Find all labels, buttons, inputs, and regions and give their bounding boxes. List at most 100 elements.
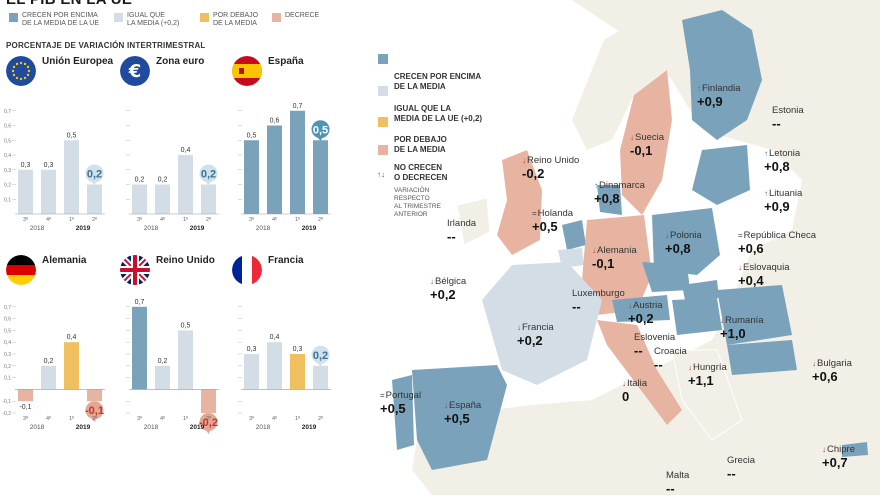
map-republica-checa bbox=[642, 262, 690, 292]
country-name-text: Malta bbox=[666, 470, 690, 481]
country-label-francia: ↓Francia +0,2 bbox=[517, 322, 554, 348]
map-alemania bbox=[582, 215, 652, 315]
value-badge bbox=[311, 120, 330, 139]
country-label-hungría: ↓Hungría +1,1 bbox=[688, 362, 727, 388]
x-tick-label: 3º bbox=[249, 415, 254, 422]
country-name-text: Letonia bbox=[769, 148, 801, 159]
bar-chart-ue: 0,10,20,30,40,50,60,70,3 0,30,50,23º 4º 1º 2… bbox=[4, 109, 105, 232]
country-value: +0,8 bbox=[594, 191, 620, 206]
svg-text:€: € bbox=[128, 61, 142, 82]
map-noruega bbox=[572, 10, 682, 150]
country-name: Malta bbox=[666, 470, 689, 481]
country-name: ↓Alemania bbox=[592, 245, 637, 256]
map-reino-unido bbox=[497, 150, 542, 255]
y-tick-label: 0,1 bbox=[4, 197, 11, 203]
bar-chart-euro: 0,2 0,2 0,4 0,2 3º 4º 1º 2º 2018 2019 bbox=[126, 110, 219, 232]
legend-swatch bbox=[378, 145, 388, 155]
country-value: -- bbox=[727, 466, 736, 481]
map-francia bbox=[482, 262, 602, 385]
country-value: +0,5 bbox=[532, 219, 558, 234]
country-name-text: Bulgaria bbox=[817, 358, 852, 369]
country-name-text: Irlanda bbox=[447, 218, 477, 229]
country-value: -- bbox=[634, 343, 643, 358]
country-name-text: Lituania bbox=[769, 188, 803, 199]
year-label: 2019 bbox=[76, 225, 91, 232]
country-name-text: España bbox=[449, 400, 482, 411]
y-tick-label: 0,3 bbox=[4, 168, 11, 174]
map-balkans bbox=[671, 349, 743, 441]
y-tick-label: 0,3 bbox=[4, 352, 11, 358]
value-badge bbox=[199, 413, 218, 431]
country-name: ↓Hungría bbox=[688, 362, 727, 373]
arrow-down-icon: ↓ bbox=[720, 316, 724, 325]
country-name: ↓Italia bbox=[622, 378, 647, 389]
country-label-suecia: ↓Suecia -0,1 bbox=[630, 132, 664, 158]
country-name-text: Dinamarca bbox=[599, 180, 645, 191]
data-label: 0,2 bbox=[158, 358, 168, 365]
bar-3º bbox=[132, 184, 147, 214]
bar-3º bbox=[244, 354, 259, 390]
badge-pointer bbox=[204, 428, 212, 434]
country-label-república-checa: =República Checa +0,6 bbox=[738, 230, 816, 256]
chart-subtitle: PORCENTAJE DE VARIACIÓN INTERTRIMESTRAL bbox=[6, 41, 206, 50]
year-label: 2018 bbox=[144, 225, 159, 232]
country-name-text: Alemania bbox=[597, 245, 637, 256]
x-tick-label: 3º bbox=[137, 415, 142, 422]
country-name-text: Eslovaquia bbox=[743, 262, 790, 273]
arrow-down-icon: ↓ bbox=[430, 277, 434, 286]
country-name-text: Luxemburgo bbox=[572, 288, 625, 299]
chart-panel-espana: España 0,5 0,6 0,7 0,5 3º 4º 1º 2º 2018 2019 bbox=[232, 56, 340, 238]
country-name: ↓Eslovaquia bbox=[738, 262, 789, 273]
equal-icon: = bbox=[738, 231, 743, 240]
bar-3º bbox=[132, 306, 147, 390]
country-name-text: Hungría bbox=[693, 362, 727, 373]
chart-title: Alemania bbox=[42, 255, 87, 266]
legend-item-above: CRECEN POR ENCIMA DE LA MEDIA DE LA UE bbox=[9, 12, 99, 28]
country-name: Croacia bbox=[654, 346, 687, 357]
country-name: Luxemburgo bbox=[572, 288, 625, 299]
y-tick-label: 0,5 bbox=[4, 138, 11, 144]
country-name: ↑Lituania bbox=[764, 188, 802, 199]
legend-item-below: POR DEBAJO DE LA MEDIA bbox=[200, 12, 258, 28]
arrow-icon: ↑↓ bbox=[377, 170, 385, 179]
country-name-text: Polonia bbox=[670, 230, 702, 241]
data-label: 0,7 bbox=[135, 299, 145, 306]
data-label: 0,7 bbox=[293, 103, 303, 110]
bar-chart-espana: 0,5 0,6 0,7 0,5 3º 4º 1º 2º 2018 2019 bbox=[238, 103, 331, 232]
country-label-bulgaria: ↓Bulgaria +0,6 bbox=[812, 358, 852, 384]
x-tick-label: 4º bbox=[272, 216, 277, 223]
y-tick-label: 0,1 bbox=[4, 376, 11, 382]
x-tick-label: 2º bbox=[318, 415, 323, 422]
chart-title: Zona euro bbox=[156, 56, 205, 67]
data-label: 0,3 bbox=[247, 346, 257, 353]
x-tick-label: 4º bbox=[46, 216, 51, 223]
x-tick-label: 2º bbox=[318, 216, 323, 223]
badge-pointer bbox=[204, 179, 212, 186]
arrow-up-icon: ↑ bbox=[594, 181, 598, 190]
country-label-irlanda: Irlanda -- bbox=[447, 218, 476, 244]
country-label-luxemburgo: Luxemburgo -- bbox=[572, 288, 625, 314]
country-name-text: Eslovenia bbox=[634, 332, 676, 343]
map-holanda bbox=[562, 220, 586, 250]
bar-4º bbox=[155, 365, 170, 390]
country-value: +0,2 bbox=[430, 287, 456, 302]
bar-chart-reino-unido: 0,7 0,2 0,5 -0,2 3º 4º 1º 2º 2018 2019 bbox=[126, 299, 219, 434]
map-legend-above: CRECEN POR ENCIMA DE LA MEDIA bbox=[378, 52, 481, 92]
map-variation-note: ↑↓ VARIACIÓN RESPECTO AL TRIMESTRE ANTER… bbox=[377, 171, 441, 219]
bar-2º bbox=[201, 184, 216, 214]
country-label-austria: ↓Austria +0,2 bbox=[628, 300, 663, 326]
bar-4º bbox=[41, 365, 56, 390]
legend-label: POR DEBAJO DE LA MEDIA bbox=[394, 135, 447, 154]
map-legend-decrease: NO CRECEN O DECRECEN bbox=[378, 143, 447, 183]
data-label: 0,4 bbox=[67, 334, 77, 341]
data-label: 0,5 bbox=[247, 132, 257, 139]
data-label: 0,5 bbox=[67, 132, 77, 139]
data-label: 0,2 bbox=[87, 169, 102, 181]
data-label: -0,1 bbox=[19, 404, 31, 411]
country-name: ↓Rumanía bbox=[720, 315, 764, 326]
legend-label: DECRECE bbox=[285, 12, 320, 19]
bar-3º bbox=[18, 169, 33, 214]
country-value: +0,2 bbox=[517, 333, 543, 348]
country-value: -- bbox=[654, 357, 663, 372]
country-value: +1,1 bbox=[688, 373, 714, 388]
